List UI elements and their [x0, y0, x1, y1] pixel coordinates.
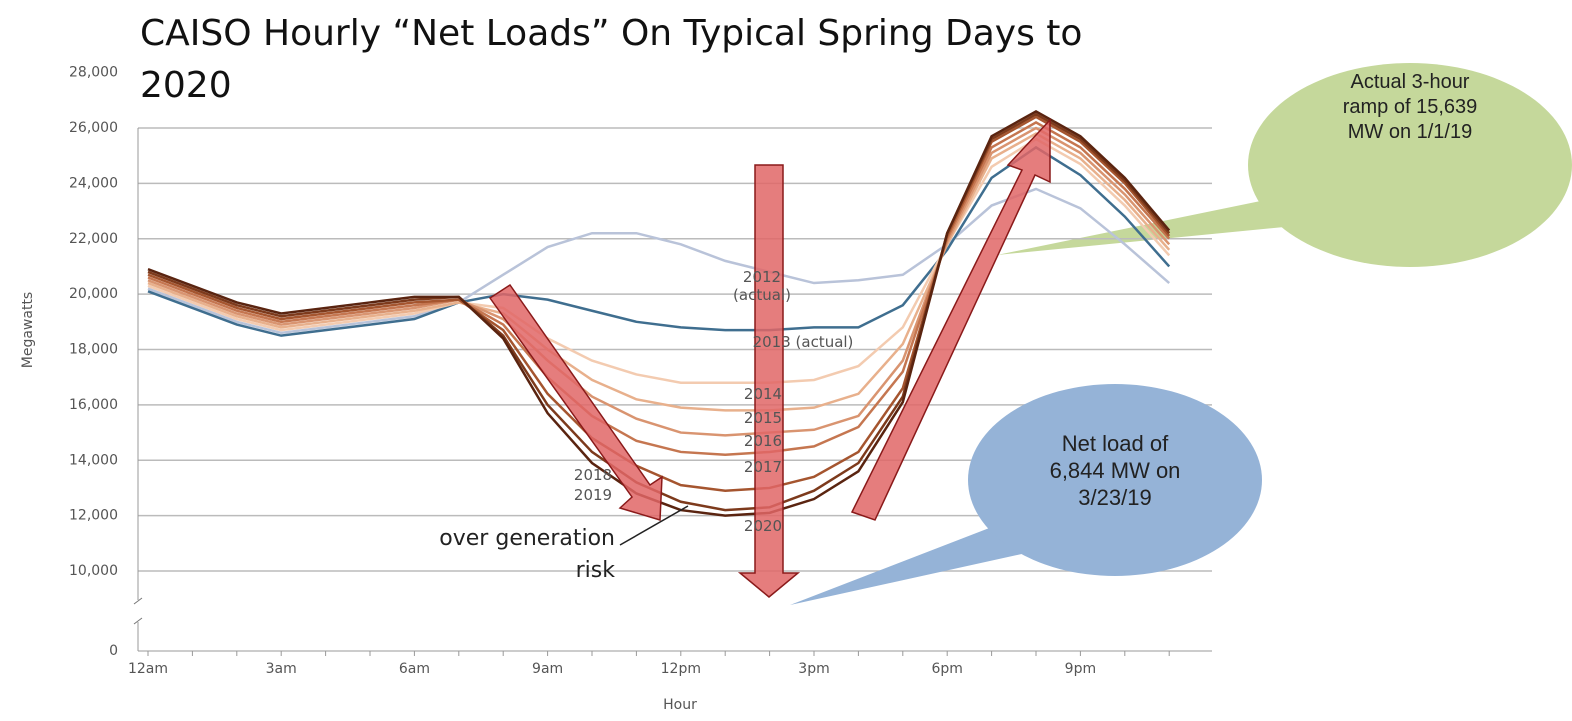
series-label: 2013 (actual)	[752, 333, 854, 351]
y-tick-label: 16,000	[69, 397, 118, 413]
series-label: 2017	[743, 458, 783, 476]
callout-text: Net load of 6,844 MW on 3/23/19	[1049, 431, 1181, 510]
x-tick-label: 12am	[128, 661, 168, 677]
x-tick-label: 3am	[266, 661, 297, 677]
series-line	[147, 115, 1171, 492]
chart-title: CAISO Hourly “Net Loads” On Typical Spri…	[140, 13, 1083, 106]
series-line	[147, 132, 1171, 412]
series-label: 2019	[573, 486, 613, 504]
series-label: 2018	[573, 466, 613, 484]
y-tick-label: 0	[109, 643, 118, 659]
x-axis-label: Hour	[663, 697, 697, 713]
x-tick-label: 6pm	[931, 661, 962, 677]
annotation: over generation risk	[439, 526, 615, 583]
y-tick-label: 22,000	[69, 231, 118, 247]
red-arrow	[737, 164, 801, 598]
series-line	[147, 145, 1171, 337]
series-label: 2016	[743, 432, 783, 450]
axis-break	[133, 617, 143, 625]
y-tick-label: 12,000	[69, 508, 118, 524]
callout-green	[1248, 63, 1572, 267]
series-label: 2014	[743, 385, 783, 403]
red-arrow	[488, 283, 663, 521]
y-tick-label: 10,000	[69, 563, 118, 579]
y-tick-label: 14,000	[69, 452, 118, 468]
callout-text: Actual 3-hour ramp of 15,639 MW on 1/1/1…	[1342, 71, 1478, 143]
series-line	[147, 187, 1171, 335]
series-label: 2020	[743, 517, 783, 535]
series-line	[147, 137, 1171, 384]
x-tick-label: 9am	[532, 661, 563, 677]
series-line	[147, 121, 1171, 456]
y-tick-label: 20,000	[69, 286, 118, 302]
series-line	[147, 126, 1171, 437]
callout-blue	[968, 384, 1262, 576]
y-tick-label: 26,000	[69, 120, 118, 136]
axis-break	[133, 597, 143, 605]
y-tick-label: 28,000	[69, 65, 118, 81]
x-tick-label: 12pm	[661, 661, 701, 677]
y-tick-label: 24,000	[69, 175, 118, 191]
series-label: 2015	[743, 409, 783, 427]
annotation-arrow	[619, 505, 689, 546]
red-arrow	[850, 118, 1051, 521]
y-axis-label: Megawatts	[20, 292, 36, 368]
series-label: 2012 (actual)	[733, 268, 791, 304]
callout-tail	[790, 520, 1040, 605]
x-tick-label: 3pm	[798, 661, 829, 677]
y-tick-label: 18,000	[69, 342, 118, 358]
x-tick-label: 9pm	[1065, 661, 1096, 677]
x-tick-label: 6am	[399, 661, 430, 677]
